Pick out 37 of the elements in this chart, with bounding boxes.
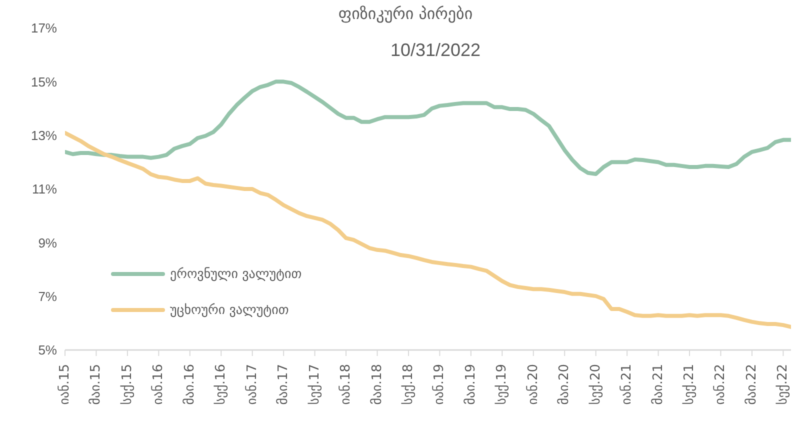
- x-tick-label: სექ.20: [588, 364, 604, 405]
- x-tick-label: მაი.19: [463, 364, 478, 405]
- x-tick-label: სექ.15: [120, 364, 135, 405]
- x-tick-label: სექ.19: [494, 364, 510, 405]
- x-tick-label: მაი.16: [182, 364, 198, 405]
- x-tick-label: მაი.15: [88, 364, 104, 405]
- x-tick-label: სექ.16: [214, 364, 229, 405]
- x-tick-label: სექ.17: [307, 364, 322, 405]
- x-tick-label: მაი.21: [650, 364, 666, 405]
- x-tick-label: სექ.21: [682, 364, 698, 405]
- y-tick-label: 9%: [38, 235, 58, 250]
- x-tick-label: მაი.20: [557, 364, 572, 405]
- x-tick-label: სექ.22: [776, 364, 791, 405]
- y-tick-label: 7%: [38, 288, 58, 304]
- x-tick-label: იან.19: [432, 364, 448, 405]
- y-tick-label: 13%: [30, 128, 58, 143]
- x-tick-label: იან.22: [713, 364, 728, 405]
- legend-label: ეროვნული ვალუტით: [170, 266, 302, 282]
- text: 10/31/2022: [389, 40, 482, 61]
- x-tick-label: სექ.18: [400, 364, 416, 405]
- x-tick-label: იან.16: [151, 364, 166, 405]
- x-tick-label: იან.21: [620, 364, 635, 405]
- line-series: [65, 80, 791, 176]
- y-tick-label: 11%: [32, 182, 58, 197]
- x-tick-label: იან.20: [526, 364, 541, 405]
- y-tick-label: 5%: [38, 342, 58, 358]
- line-series: [65, 130, 791, 329]
- x-tick-label: იან.15: [58, 364, 72, 405]
- legend-label: უცხოური ვალუტით: [170, 302, 289, 318]
- x-tick-label: იან.17: [244, 364, 260, 405]
- chart-title: ფიზიკური პირები: [338, 4, 473, 23]
- x-tick-label: იან.18: [338, 364, 354, 405]
- y-tick-label: 17%: [30, 20, 58, 36]
- x-tick-label: მაი.17: [276, 364, 292, 405]
- y-tick-label: 15%: [30, 74, 58, 90]
- x-tick-label: მაი.18: [370, 364, 385, 405]
- x-tick-label: მაი.22: [744, 364, 760, 405]
